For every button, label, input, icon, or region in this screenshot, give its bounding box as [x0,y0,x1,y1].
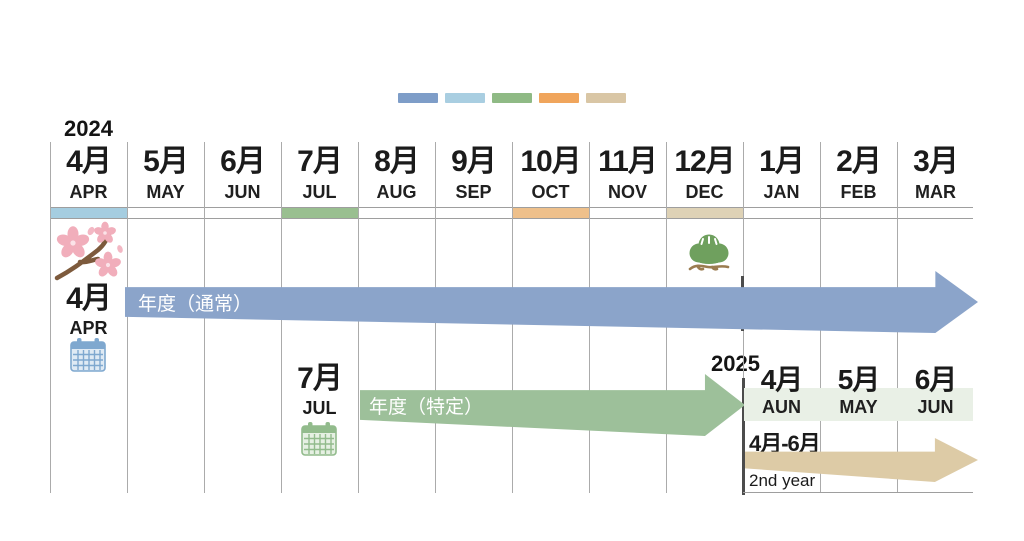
start-label-april: 4月 APR [50,280,127,339]
cherry-blossom-icon [52,221,124,288]
legend-swatch-green [492,93,532,103]
month-jp: 11月 [598,145,658,178]
month-cell-oct: 10月 OCT [512,144,589,203]
start-month-jp: 4月 [66,282,112,315]
month-header-row: 4月 APR 5月 MAY 6月 JUN 7月 JUL 8月 AUG 9月 SE… [50,144,974,203]
calendar-icon [69,336,107,378]
month-jp: 5月 [837,364,881,395]
month-en: AUN [762,397,801,417]
month-en: NOV [607,182,647,202]
month-jp: 12月 [674,145,735,178]
gridline [127,142,128,493]
start-month-en: APR [69,318,108,338]
month-jp: 8月 [374,145,420,178]
month-jp: 4月 [66,145,112,178]
fiscal-year-normal-label: 年度（通常） [138,293,253,315]
header-band-bottom-line [50,218,973,219]
month-jp: 3月 [913,145,959,178]
start-month-en: JUL [302,398,337,418]
month-en: JUL [302,182,337,202]
month-cell-jan: 1月 JAN [743,144,820,203]
month-cell-jul: 7月 JUL [281,144,358,203]
fiscal-year-normal-arrow: 年度（通常） [125,271,978,333]
color-legend [398,93,626,103]
header-band-top-line [50,207,973,208]
month-en: JUN [224,182,261,202]
month-cell-apr: 4月 APR [50,144,127,203]
month-marker-apr [50,208,127,218]
month-en: MAY [839,397,878,417]
month-jp: 1月 [759,145,805,178]
month-jp: 4月 [760,364,804,395]
month-en: FEB [840,182,877,202]
month-en: SEP [455,182,492,202]
month-cell-nov: 11月 NOV [589,144,666,203]
month-en: MAY [146,182,185,202]
start-label-july: 7月 JUL [281,360,358,419]
month-en: MAR [915,182,956,202]
month-jp: 6月 [220,145,266,178]
month-cell-mar: 3月 MAR [897,144,974,203]
second-year-note: 2nd year [749,471,816,490]
month-en: AUG [376,182,417,202]
month-marker-dec [666,208,743,218]
month-cell-2025-jun: 6月 JUN [897,364,974,418]
month-en: OCT [531,182,570,202]
month-en: JUN [917,397,954,417]
second-year-bottom-line [743,492,973,493]
legend-swatch-tan [586,93,626,103]
start-month-jp: 7月 [297,362,343,395]
pine-tree-icon [685,231,733,280]
month-en: DEC [685,182,724,202]
fiscal-year-specific-arrow: 年度（特定） [360,374,745,436]
month-en: JAN [763,182,800,202]
year-label-2025: 2025 [711,351,760,376]
legend-swatch-orange [539,93,579,103]
second-year-month-band [744,388,973,421]
month-jp: 5月 [143,145,189,178]
month-cell-2025-may: 5月 MAY [820,364,897,418]
month-cell-feb: 2月 FEB [820,144,897,203]
month-cell-sep: 9月 SEP [435,144,512,203]
month-jp: 2月 [836,145,882,178]
month-marker-jul [281,208,358,218]
fiscal-year-specific-label: 年度（特定） [369,396,484,418]
legend-swatch-light-blue [445,93,485,103]
year-label-2024: 2024 [64,116,113,141]
calendar-icon [300,420,338,462]
month-jp: 6月 [914,364,958,395]
month-cell-2025-apr: 4月 AUN [743,364,820,418]
month-cell-jun: 6月 JUN [204,144,281,203]
month-marker-oct [512,208,589,218]
gridline [50,142,51,493]
month-jp: 9月 [451,145,497,178]
year-boundary-tick-lower [742,378,745,495]
legend-swatch-blue [398,93,438,103]
month-cell-aug: 8月 AUG [358,144,435,203]
month-jp: 10月 [520,145,581,178]
month-jp: 7月 [297,145,343,178]
month-cell-may: 5月 MAY [127,144,204,203]
month-cell-dec: 12月 DEC [666,144,743,203]
second-year-month-row: 4月 AUN 5月 MAY 6月 JUN [743,364,974,418]
month-en: APR [69,182,108,202]
